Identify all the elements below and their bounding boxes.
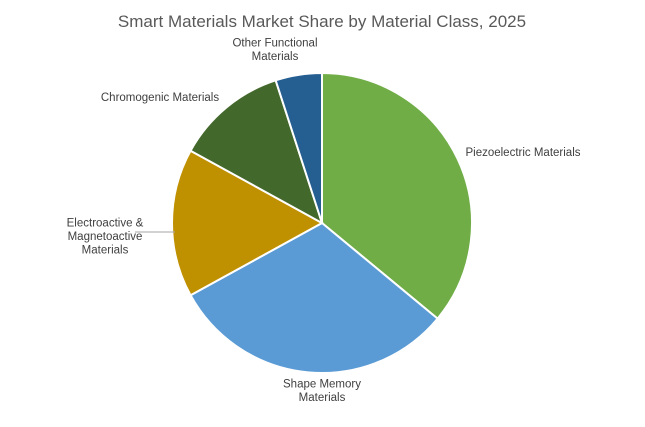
pie-slice-other-functional-materials bbox=[274, 71, 323, 224]
pie-slice-piezoelectric-materials bbox=[321, 71, 473, 321]
slice-label-electroactive-magnetoactive-materials: Electroactive & Magnetoactive Materials bbox=[67, 218, 144, 257]
slice-label-piezoelectric-materials: Piezoelectric Materials bbox=[465, 147, 580, 159]
pie-slice-electroactive-magnetoactive-materials bbox=[171, 149, 325, 297]
pie-slices bbox=[171, 71, 473, 374]
slice-label-other-functional-materials: Other Functional Materials bbox=[232, 37, 317, 63]
slice-label-shape-memory-materials: Shape Memory Materials bbox=[283, 378, 361, 404]
pie-slice-chromogenic-materials bbox=[189, 79, 324, 226]
chart-title: Smart Materials Market Share by Material… bbox=[118, 12, 526, 31]
slice-labels: Piezoelectric Materials Shape Memory Mater… bbox=[67, 37, 581, 404]
slice-label-chromogenic-materials: Chromogenic Materials bbox=[101, 92, 219, 104]
pie-slice-shape-memory-materials bbox=[189, 221, 439, 374]
